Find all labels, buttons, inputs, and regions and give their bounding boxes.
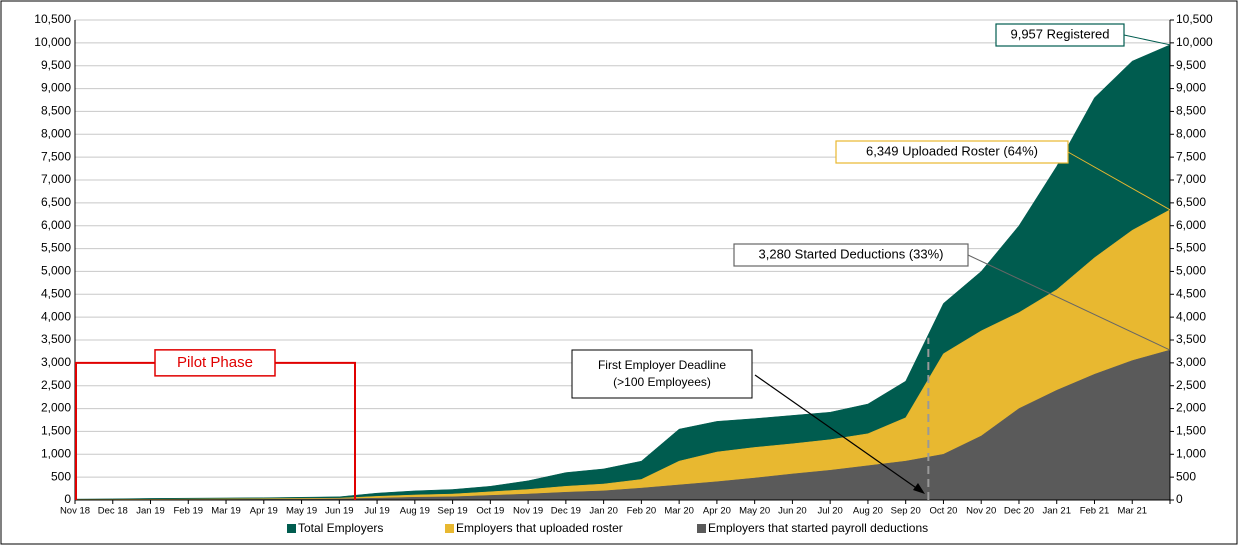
y2-tick-label: 10,500 (1176, 12, 1213, 26)
y-tick-label: 2,500 (41, 378, 71, 392)
callout-label: 9,957 Registered (1010, 26, 1109, 41)
x-tick-label: Mar 19 (211, 506, 241, 517)
callout-label: 6,349 Uploaded Roster (64%) (866, 143, 1038, 158)
x-tick-label: Jul 19 (364, 506, 389, 517)
legend-label: Employers that started payroll deduction… (708, 521, 928, 535)
y2-tick-label: 9,000 (1176, 81, 1206, 95)
y-tick-label: 9,500 (41, 58, 71, 72)
y2-tick-label: 2,000 (1176, 401, 1206, 415)
x-tick-label: May 19 (286, 506, 317, 517)
arrow-line (754, 374, 923, 493)
y2-tick-label: 500 (1176, 469, 1196, 483)
y2-tick-label: 8,000 (1176, 126, 1206, 140)
y2-tick-label: 3,500 (1176, 332, 1206, 346)
x-tick-label: Mar 21 (1117, 506, 1147, 517)
y2-tick-label: 0 (1176, 492, 1183, 506)
area (74, 349, 1171, 501)
y-tick-label: 6,000 (41, 218, 71, 232)
y-tick-label: 3,000 (41, 355, 71, 369)
x-tick-label: Aug 19 (400, 506, 430, 517)
x-tick-label: Sep 20 (891, 506, 921, 517)
callout-label: (>100 Employees) (613, 375, 711, 389)
y2-tick-label: 1,000 (1176, 446, 1206, 460)
y2-tick-label: 4,000 (1176, 309, 1206, 323)
legend-swatch (697, 524, 706, 533)
y-tick-label: 1,000 (41, 446, 71, 460)
y-tick-label: 4,500 (41, 286, 71, 300)
area (74, 209, 1171, 501)
y2-tick-label: 2,500 (1176, 378, 1206, 392)
y-tick-label: 9,000 (41, 81, 71, 95)
arrow-head (913, 483, 925, 494)
x-tick-label: Dec 20 (1004, 506, 1034, 517)
x-tick-label: Jun 20 (778, 506, 807, 517)
leader-line (967, 254, 1171, 351)
pilot-box (154, 349, 276, 377)
callout-label: First Employer Deadline (598, 358, 726, 372)
x-tick-label: Feb 19 (173, 506, 203, 517)
callout-box (733, 243, 969, 267)
x-tick-label: Oct 20 (929, 506, 957, 517)
x-tick-label: Dec 18 (98, 506, 128, 517)
x-tick-label: Jan 21 (1042, 506, 1071, 517)
y2-tick-label: 4,500 (1176, 286, 1206, 300)
y2-tick-label: 6,000 (1176, 218, 1206, 232)
x-tick-label: Nov 19 (513, 506, 543, 517)
y-tick-label: 5,500 (41, 241, 71, 255)
x-tick-label: Jan 19 (136, 506, 165, 517)
y-tick-label: 4,000 (41, 309, 71, 323)
x-tick-label: Jul 20 (817, 506, 842, 517)
x-tick-label: Jan 20 (589, 506, 618, 517)
callout-box (835, 140, 1069, 164)
y-tick-label: 10,000 (34, 35, 71, 49)
x-tick-label: Feb 20 (627, 506, 657, 517)
y-tick-label: 7,000 (41, 172, 71, 186)
y2-tick-label: 7,500 (1176, 149, 1206, 163)
y-tick-label: 5,000 (41, 264, 71, 278)
callout-label: 3,280 Started Deductions (33%) (759, 246, 944, 261)
leader-line (1067, 151, 1171, 211)
legend-swatch (445, 524, 454, 533)
x-tick-label: May 20 (739, 506, 770, 517)
x-tick-label: Nov 18 (60, 506, 90, 517)
pilot-label: Pilot Phase (177, 354, 253, 371)
legend-swatch (287, 524, 296, 533)
leader-line (1123, 34, 1171, 46)
y-tick-label: 0 (64, 492, 71, 506)
y-tick-label: 1,500 (41, 424, 71, 438)
legend-label: Total Employers (298, 521, 383, 535)
y-tick-label: 8,500 (41, 104, 71, 118)
y2-tick-label: 10,000 (1176, 35, 1213, 49)
y2-tick-label: 1,500 (1176, 424, 1206, 438)
x-tick-label: Dec 19 (551, 506, 581, 517)
y2-tick-label: 9,500 (1176, 58, 1206, 72)
x-tick-label: Nov 20 (966, 506, 996, 517)
y-tick-label: 500 (51, 469, 71, 483)
y-tick-label: 3,500 (41, 332, 71, 346)
x-tick-label: Sep 19 (438, 506, 468, 517)
y-tick-label: 7,500 (41, 149, 71, 163)
y-tick-label: 8,000 (41, 126, 71, 140)
y2-tick-label: 6,500 (1176, 195, 1206, 209)
y-tick-label: 10,500 (34, 12, 71, 26)
y2-tick-label: 8,500 (1176, 104, 1206, 118)
y2-tick-label: 5,500 (1176, 241, 1206, 255)
x-tick-label: Apr 20 (703, 506, 731, 517)
legend-label: Employers that uploaded roster (456, 521, 623, 535)
x-tick-label: Feb 21 (1080, 506, 1110, 517)
y2-tick-label: 5,000 (1176, 264, 1206, 278)
x-tick-label: Aug 20 (853, 506, 883, 517)
y2-tick-label: 7,000 (1176, 172, 1206, 186)
callout-box (571, 349, 753, 399)
x-tick-label: Apr 19 (250, 506, 278, 517)
callout-box (995, 23, 1125, 47)
y2-tick-label: 3,000 (1176, 355, 1206, 369)
x-tick-label: Oct 19 (476, 506, 504, 517)
y-tick-label: 6,500 (41, 195, 71, 209)
y-tick-label: 2,000 (41, 401, 71, 415)
x-tick-label: Mar 20 (664, 506, 694, 517)
x-tick-label: Jun 19 (325, 506, 354, 517)
